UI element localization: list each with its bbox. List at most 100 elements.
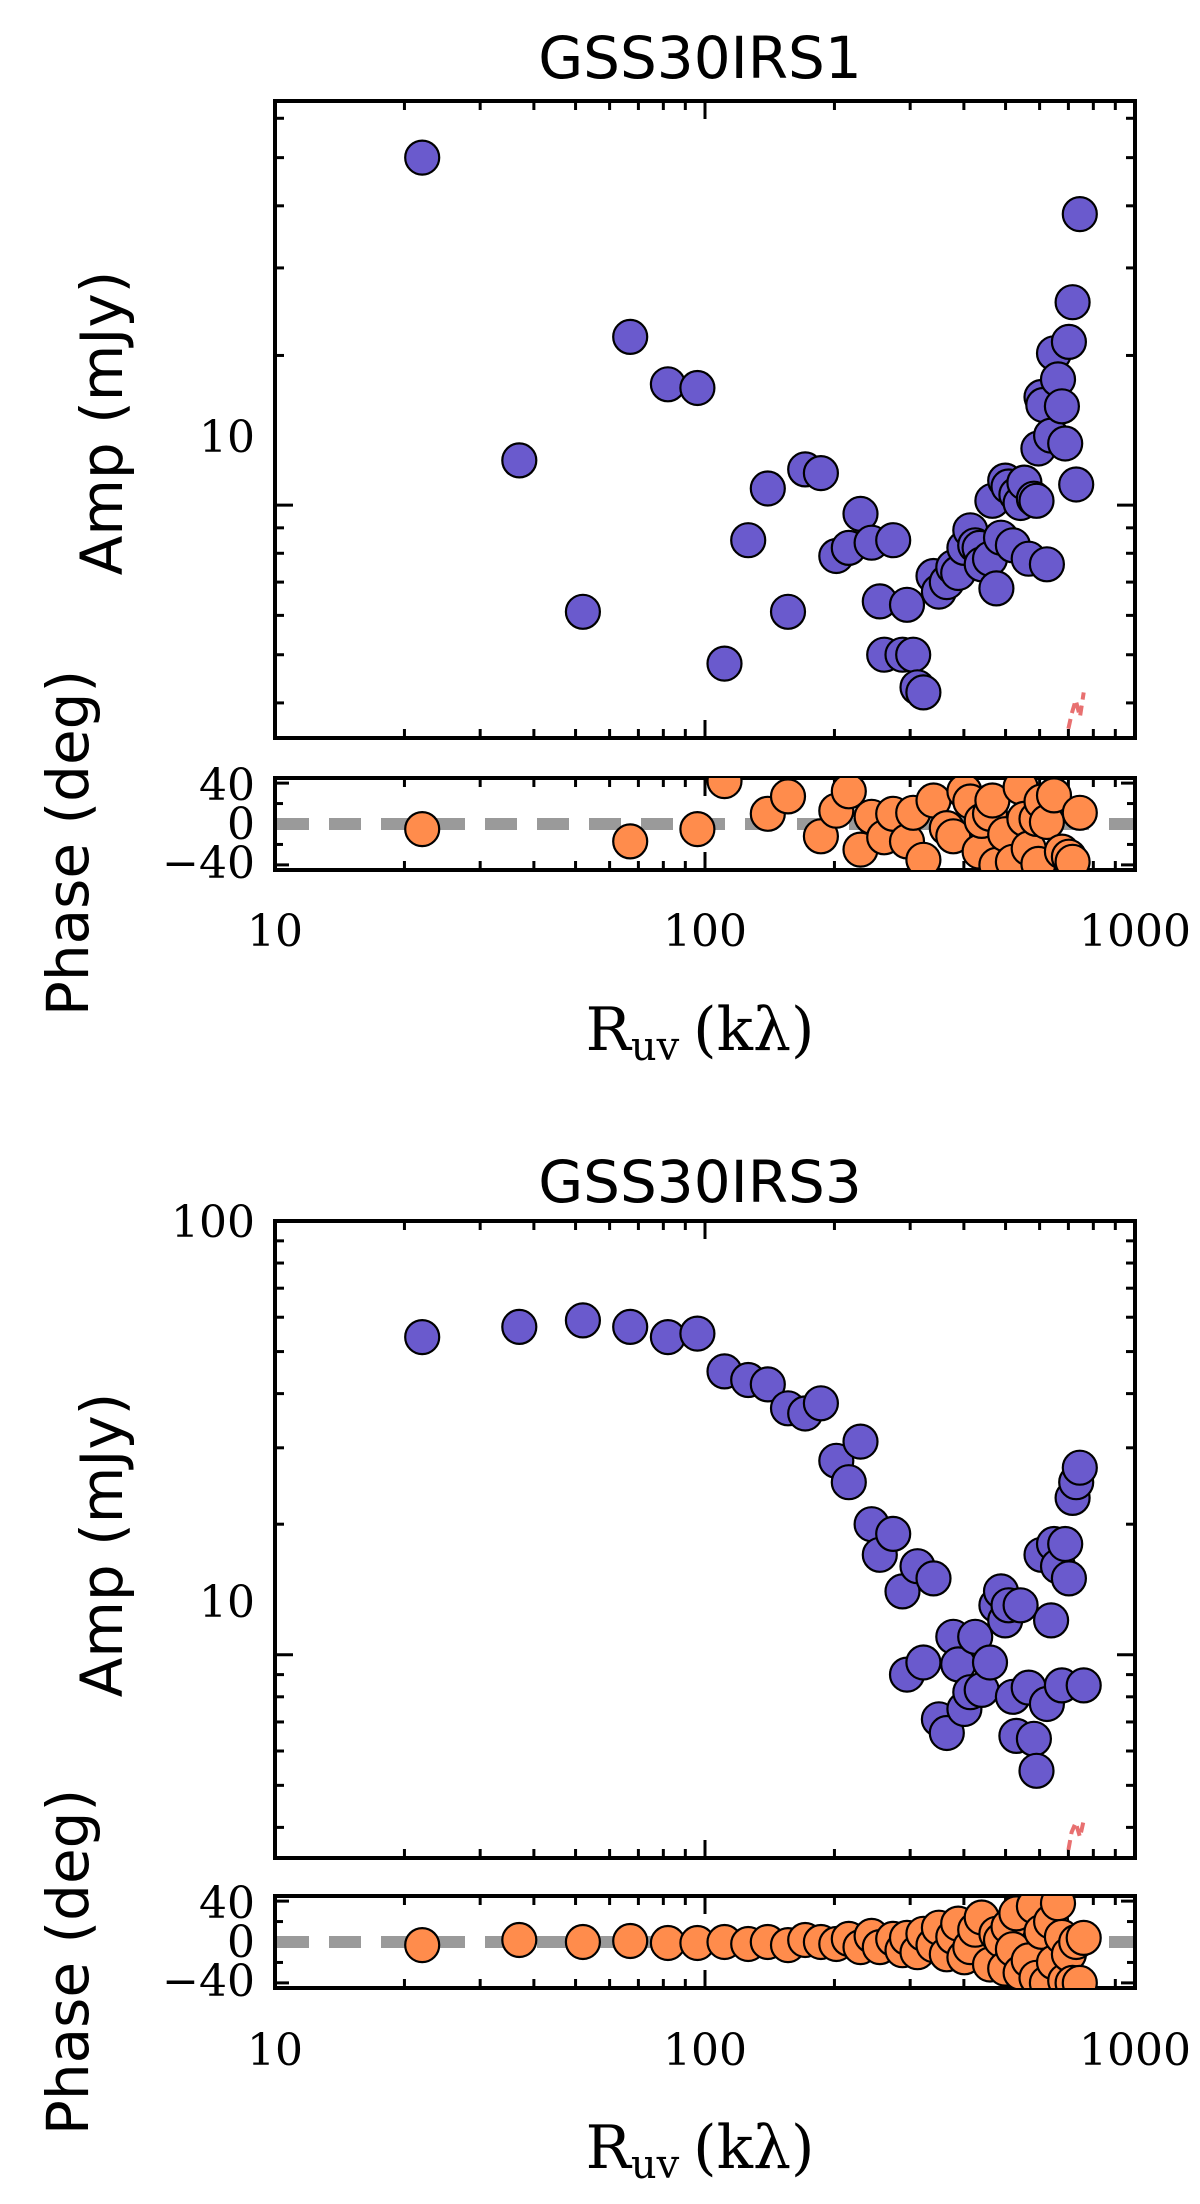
amplitude-point [1061,196,1098,233]
y-tick-label: 40 [199,760,255,811]
model-line [1066,692,1086,730]
amplitude-point [564,593,602,630]
y-axis-label-amplitude: Amp (mJy) [68,1393,136,1698]
amplitude-point [1054,284,1091,321]
chart-panel-gss30irs1: GSS30IRS1 Amp (mJy) Phase (deg) 10 40 0 … [34,24,1191,1070]
amplitude-point [875,522,912,559]
x-axis-label-subscript: uv [631,2142,680,2188]
phase-point [612,823,649,860]
y-axis-label-phase: Phase (deg) [34,1789,102,2135]
x-axis-label: Ruv (kλ) [586,2113,815,2188]
y-tick-label: −40 [162,838,255,889]
x-tick-label: 100 [663,2025,747,2076]
x-axis-label-unit: (kλ) [693,995,814,1065]
phase-point [612,1922,649,1960]
chart-title: GSS30IRS3 [538,1148,862,1216]
phase-points [404,1896,1102,1988]
model-line [1066,1816,1086,1851]
amplitude-point [1018,1752,1055,1789]
amplitude-point [895,636,932,673]
amplitude-points [404,139,1098,711]
y-tick-label: −40 [162,1956,255,2007]
amplitude-point [971,1644,1009,1681]
phase-point [501,1921,538,1959]
chart-panel-gss30irs3: GSS30IRS3 Amp (mJy) Phase (deg) 100 10 4… [34,1148,1191,2188]
amplitude-point [730,522,767,559]
amplitude-point [612,1308,649,1346]
amplitude-point [501,1308,538,1346]
y-axis-label-amplitude: Amp (mJy) [68,271,136,576]
amplitude-point [842,1423,879,1460]
chart-title: GSS30IRS1 [538,24,862,92]
x-axis-label-main: R [586,2113,633,2183]
amplitude-point [1032,1602,1070,1639]
amplitude-axis-ticks [273,101,1135,738]
x-tick-label: 1000 [1079,906,1191,957]
phase-point [679,810,716,848]
x-axis-label-unit: (kλ) [693,2113,814,2183]
amplitude-plot-frame [273,99,1137,740]
phase-point [1054,843,1091,870]
amplitude-point [749,1366,786,1403]
amplitude-point [1002,1587,1039,1624]
phase-point [706,778,743,800]
phase-point [404,810,441,848]
phase-point [564,1923,602,1961]
phase-point [1039,1896,1077,1922]
amplitude-point [749,470,786,507]
amplitude-point [404,139,441,176]
amplitude-point [1043,388,1081,425]
phase-point [1035,778,1073,814]
amplitude-point [1028,546,1066,583]
amplitude-point [978,570,1015,607]
amplitude-point [830,1464,867,1501]
amplitude-point [915,1560,952,1597]
amplitude-point [501,442,538,479]
amplitude-point [1065,1667,1102,1704]
amplitude-point [905,1644,942,1681]
amplitude-point [1050,323,1088,360]
amplitude-point [679,1315,716,1352]
amplitude-point [679,369,716,407]
y-tick-label: 0 [227,1917,255,1968]
phase-point [830,778,867,810]
x-axis-label-main: R [586,995,633,1065]
model-line-segment [1066,692,1086,730]
phase-point [769,778,807,815]
amplitude-point [1047,425,1084,462]
phase-points [404,778,1098,870]
amplitude-point [802,455,840,492]
phase-point [404,1926,441,1964]
model-line-segment [1066,1816,1086,1851]
amplitude-point [706,645,743,682]
amplitude-point [1047,1525,1084,1563]
amplitude-point [1061,1449,1098,1486]
amplitude-point [888,586,926,623]
y-tick-label: 40 [199,1878,255,1929]
amplitude-point [564,1302,602,1339]
y-tick-label: 0 [227,799,255,850]
amplitude-point [1050,1560,1088,1597]
phase-point [1061,1964,1098,1988]
y-tick-label: 100 [171,1197,255,1248]
y-tick-label: 10 [199,1577,255,1628]
amplitude-points [404,1302,1102,1789]
amplitude-point [905,674,942,711]
amplitude-plot-frame [273,1219,1137,1860]
y-axis-label-phase: Phase (deg) [34,670,102,1016]
amplitude-point [1058,466,1095,503]
phase-point [1065,1919,1102,1957]
amplitude-axis-ticks [273,1219,1135,1858]
x-tick-label: 1000 [1079,2025,1191,2076]
amplitude-point [612,318,649,355]
x-axis-label: Ruv (kλ) [586,995,815,1070]
amplitude-point [769,593,807,630]
amplitude-point [875,1515,912,1553]
amplitude-point [1015,1720,1053,1757]
x-tick-label: 10 [247,906,303,957]
amplitude-point [1018,482,1055,519]
x-tick-label: 100 [663,906,747,957]
x-tick-label: 10 [247,2025,303,2076]
y-tick-label: 10 [199,412,255,463]
